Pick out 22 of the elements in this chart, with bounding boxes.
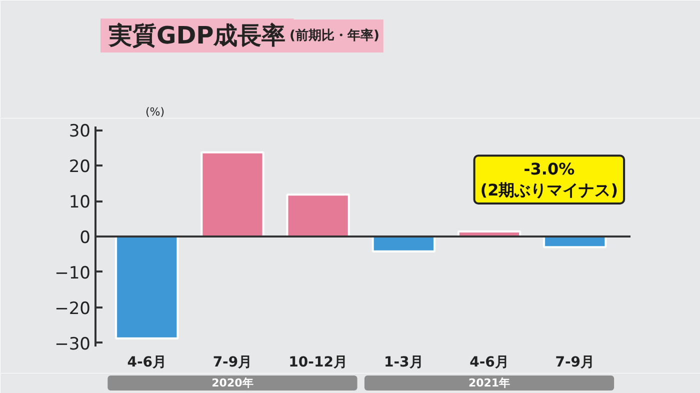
x-tick-label: 4-6月 [470,354,509,370]
chart-title: 実質GDP成長率 [108,22,286,50]
chart-subtitle: (前期比・年率) [290,28,380,44]
y-tick-label: −20 [54,298,91,319]
x-tick-label: 4-6月 [127,354,167,370]
y-tick-label: 20 [68,157,91,178]
y-tick-label: 30 [68,122,91,142]
x-tick-label: 1-3月 [384,354,424,370]
y-tick-label: −30 [54,334,91,354]
bar [286,194,350,238]
text: 2020年 [212,376,254,390]
y-tick-label: −10 [54,263,91,284]
y-axis-title: (%) [146,106,165,118]
text: 2021年 [468,376,510,390]
bar [200,151,264,238]
x-tick-label: 7-9月 [555,354,595,370]
x-tick-label: 10-12月 [288,354,348,370]
y-tick-label: 10 [68,192,91,213]
x-tick-label: 7-9月 [212,354,252,370]
annotation: -3.0% (2期ぶりマイナス) [480,160,618,200]
bar [115,236,179,340]
y-tick-label: 0 [80,228,91,248]
